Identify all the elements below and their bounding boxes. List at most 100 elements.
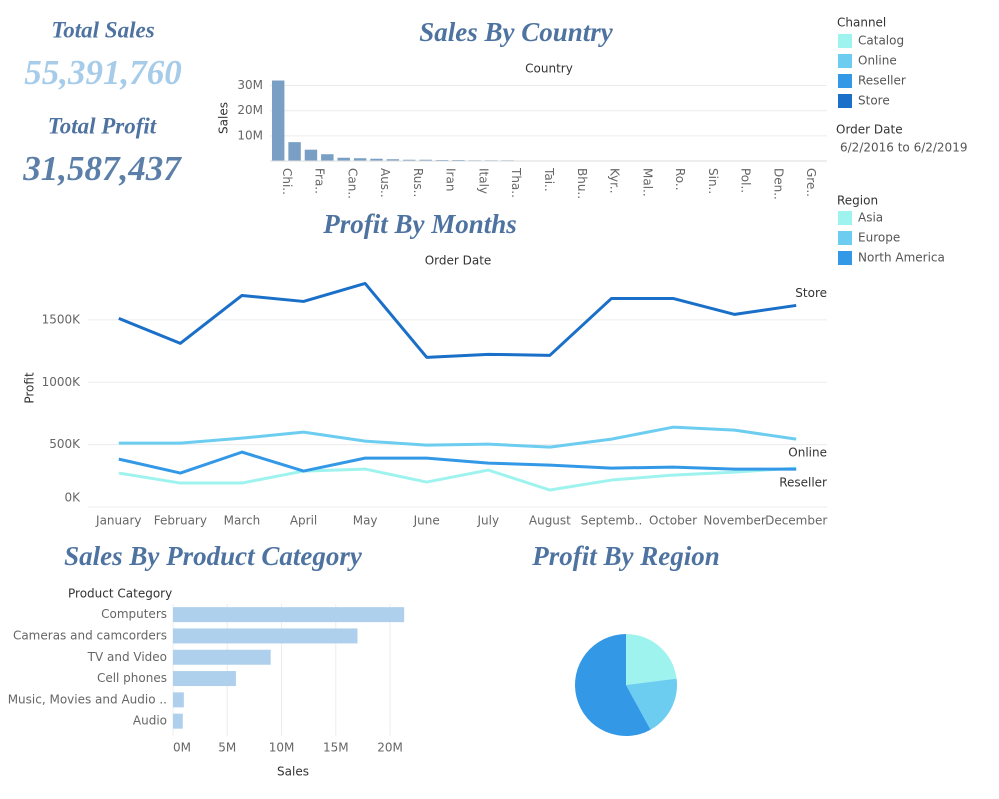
- y-tick-label: 20M: [237, 103, 263, 117]
- bar: [419, 159, 432, 161]
- legend-label: Europe: [858, 231, 900, 245]
- bar: [173, 607, 405, 623]
- bar: [386, 159, 400, 161]
- bar: [452, 159, 465, 161]
- bar: [173, 713, 183, 729]
- x-tick-label: Ro..: [673, 168, 687, 191]
- series-line: [118, 281, 797, 359]
- x-tick-label: 15M: [323, 741, 349, 755]
- legend-swatch[interactable]: [838, 74, 852, 88]
- x-tick-label: Mal..: [640, 168, 654, 197]
- legend-swatch[interactable]: [838, 34, 852, 48]
- bar: [337, 157, 350, 161]
- x-tick-label: 5M: [218, 741, 236, 755]
- x-tick-label: Rus..: [411, 168, 425, 197]
- y-tick-label: Computers: [101, 607, 167, 621]
- x-tick-label: October: [649, 514, 697, 528]
- bar: [288, 142, 301, 161]
- x-tick-label: Pol..: [739, 168, 753, 193]
- y-tick-label: Cameras and camcorders: [13, 628, 167, 642]
- x-tick-label: April: [290, 514, 317, 528]
- x-tick-label: 20M: [377, 741, 403, 755]
- pie-slice: [626, 678, 677, 730]
- y-axis-label: Sales: [217, 102, 231, 134]
- legend-label: Online: [858, 54, 897, 68]
- series-label: Reseller: [779, 476, 827, 490]
- x-tick-label: Kyr..: [608, 168, 622, 194]
- chart-title: Profit By Months: [322, 209, 517, 239]
- x-tick-label: Italy: [476, 168, 490, 194]
- bar: [271, 80, 285, 161]
- series-label: Store: [795, 286, 827, 300]
- bar: [370, 158, 383, 161]
- x-tick-label: June: [413, 514, 440, 528]
- y-tick-label: Audio: [133, 714, 167, 728]
- chart-header: Product Category: [68, 587, 172, 601]
- chart-title: Sales By Product Category: [64, 541, 363, 571]
- x-tick-label: July: [476, 514, 499, 528]
- legend-title: Channel: [837, 16, 886, 30]
- x-tick-label: Gre..: [804, 168, 818, 197]
- bar: [403, 159, 416, 161]
- x-tick-label: Aus..: [378, 168, 392, 198]
- x-tick-label: Sin..: [706, 168, 720, 194]
- x-tick-label: 0M: [173, 741, 191, 755]
- legend-swatch[interactable]: [838, 54, 852, 68]
- pie-slice: [575, 634, 651, 736]
- y-tick-label: 1000K: [42, 375, 82, 389]
- kpi-label: Total Profit: [48, 113, 157, 138]
- x-tick-label: Fra..: [313, 168, 327, 194]
- x-tick-label: December: [765, 514, 827, 528]
- legend-title: Region: [837, 194, 878, 208]
- x-tick-label: Tha..: [509, 167, 523, 198]
- filter-title: Order Date: [836, 123, 903, 137]
- series-line: [118, 466, 797, 492]
- bar: [173, 628, 358, 644]
- y-axis-label: Profit: [23, 372, 37, 404]
- legend-label: Catalog: [858, 34, 904, 48]
- x-tick-label: January: [95, 514, 142, 528]
- x-tick-label: Septemb..: [581, 514, 643, 528]
- x-tick-label: November: [703, 514, 765, 528]
- legend-swatch[interactable]: [838, 251, 852, 265]
- x-tick-label: March: [224, 514, 261, 528]
- chart-header: Order Date: [425, 254, 492, 268]
- y-tick-label: 30M: [237, 78, 263, 92]
- y-tick-label: Cell phones: [97, 671, 167, 685]
- x-tick-label: February: [154, 514, 207, 528]
- legend-swatch[interactable]: [838, 211, 852, 225]
- series-label: Online: [788, 446, 827, 460]
- y-tick-label: 1500K: [42, 312, 82, 326]
- y-tick-label: 10M: [237, 128, 263, 142]
- bar: [435, 159, 449, 161]
- x-tick-label: Tai..: [542, 167, 556, 192]
- legend-label: Store: [858, 94, 890, 108]
- kpi-value: 55,391,760: [24, 53, 182, 92]
- y-tick-label: 0K: [64, 491, 81, 505]
- chart-title: Profit By Region: [531, 541, 720, 571]
- chart-header: Country: [525, 62, 573, 76]
- bar: [173, 671, 236, 687]
- bar: [353, 158, 367, 161]
- y-tick-label: TV and Video: [87, 650, 167, 664]
- x-tick-label: August: [529, 514, 571, 528]
- legend-label: North America: [858, 251, 945, 265]
- series-line: [118, 450, 797, 475]
- x-tick-label: May: [353, 514, 378, 528]
- legend-swatch[interactable]: [838, 231, 852, 245]
- bar: [173, 649, 271, 665]
- legend-label: Reseller: [858, 74, 906, 88]
- chart-title: Sales By Country: [419, 17, 614, 47]
- x-tick-label: Den..: [771, 168, 785, 200]
- kpi-value: 31,587,437: [22, 149, 182, 188]
- bar: [304, 149, 318, 161]
- legend-swatch[interactable]: [838, 94, 852, 108]
- x-axis-label: Sales: [277, 765, 309, 779]
- y-tick-label: 500K: [49, 437, 81, 451]
- bar: [321, 154, 334, 161]
- filter-range[interactable]: 6/2/2016 to 6/2/2019: [840, 141, 967, 155]
- x-tick-label: Iran: [444, 168, 458, 191]
- x-tick-label: Bhu..: [575, 168, 589, 199]
- series-line: [118, 425, 797, 449]
